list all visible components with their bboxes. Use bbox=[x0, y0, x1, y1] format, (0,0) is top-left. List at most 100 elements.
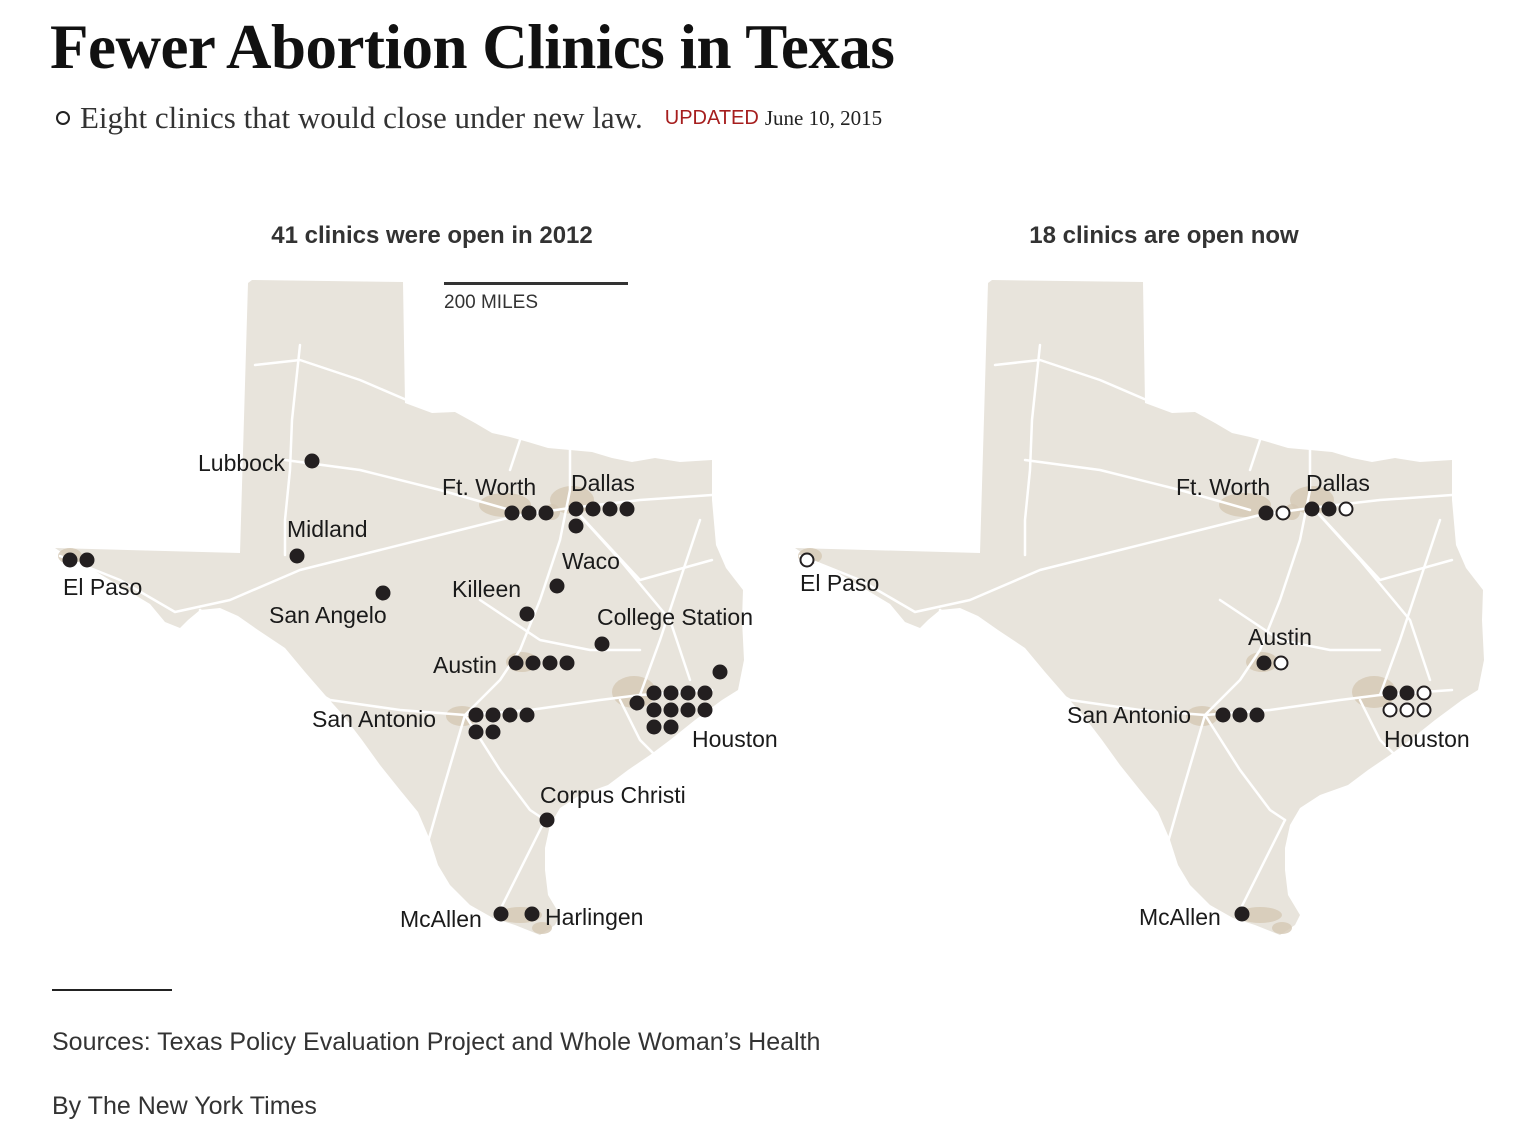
open-clinic-marker bbox=[504, 505, 520, 521]
open-clinic-marker bbox=[663, 702, 679, 718]
open-clinic-marker bbox=[1249, 707, 1265, 723]
open-clinic-marker bbox=[519, 606, 535, 622]
open-clinic-marker bbox=[1232, 707, 1248, 723]
open-clinic-marker bbox=[62, 552, 78, 568]
open-clinic-marker bbox=[538, 505, 554, 521]
highway bbox=[638, 518, 702, 697]
open-clinic-marker bbox=[468, 724, 484, 740]
city-label: Ft. Worth bbox=[442, 474, 536, 500]
texas-outline bbox=[55, 280, 744, 935]
city-san-antonio: San Antonio bbox=[312, 706, 535, 740]
open-clinic-marker bbox=[493, 906, 509, 922]
highway bbox=[508, 438, 522, 472]
highway bbox=[1218, 598, 1382, 652]
city-dallas: Dallas bbox=[1304, 470, 1370, 517]
open-clinic-marker bbox=[1234, 906, 1250, 922]
open-clinic-marker bbox=[524, 906, 540, 922]
open-clinic-marker bbox=[712, 664, 728, 680]
city-label: Austin bbox=[1248, 624, 1312, 650]
footer-rule bbox=[52, 989, 172, 991]
closing-clinic-marker bbox=[799, 552, 815, 568]
closing-clinic-marker bbox=[1416, 702, 1432, 718]
open-clinic-marker bbox=[697, 685, 713, 701]
highway bbox=[1248, 438, 1262, 472]
map-title-now: 18 clinics are open now bbox=[1029, 222, 1299, 249]
highway bbox=[418, 713, 467, 922]
open-clinic-marker bbox=[1321, 501, 1337, 517]
highway bbox=[1203, 713, 1287, 822]
city-houston: Houston bbox=[629, 664, 778, 752]
texas-outline bbox=[795, 280, 1484, 935]
highway bbox=[993, 358, 1172, 412]
city-label: San Antonio bbox=[312, 706, 436, 732]
highway bbox=[938, 608, 1207, 717]
open-clinic-marker bbox=[663, 719, 679, 735]
open-clinic-marker bbox=[289, 548, 305, 564]
legend-text: Eight clinics that would close under new… bbox=[80, 100, 643, 135]
map-title-2012: 41 clinics were open in 2012 bbox=[271, 222, 593, 249]
city-label: Killeen bbox=[452, 576, 521, 602]
highway bbox=[573, 508, 714, 582]
highway bbox=[1023, 458, 1252, 512]
city-label: McAllen bbox=[1139, 904, 1221, 930]
headline: Fewer Abortion Clinics in Texas bbox=[50, 12, 895, 82]
open-clinic-marker bbox=[1215, 707, 1231, 723]
closing-clinic-marker bbox=[1416, 685, 1432, 701]
highway bbox=[463, 713, 547, 822]
updated-date: June 10, 2015 bbox=[764, 105, 883, 130]
byline: By The New York Times bbox=[52, 1092, 317, 1120]
highway bbox=[463, 443, 572, 717]
open-clinic-marker bbox=[485, 707, 501, 723]
open-circle-icon bbox=[56, 111, 70, 125]
open-clinic-marker bbox=[663, 685, 679, 701]
open-clinic-marker bbox=[697, 702, 713, 718]
open-clinic-marker bbox=[585, 501, 601, 517]
open-clinic-marker bbox=[1258, 505, 1274, 521]
open-clinic-marker bbox=[629, 695, 645, 711]
city-label: Dallas bbox=[571, 470, 635, 496]
base-map bbox=[795, 280, 1484, 935]
open-clinic-marker bbox=[646, 702, 662, 718]
subhead: Eight clinics that would close under new… bbox=[52, 96, 882, 140]
open-clinic-marker bbox=[542, 655, 558, 671]
open-clinic-marker bbox=[525, 655, 541, 671]
closing-clinic-marker bbox=[1382, 702, 1398, 718]
city-killeen: Killeen bbox=[452, 576, 535, 622]
open-clinic-marker bbox=[79, 552, 95, 568]
open-clinic-marker bbox=[1304, 501, 1320, 517]
city-label: El Paso bbox=[800, 570, 879, 596]
city-houston: Houston bbox=[1382, 685, 1470, 752]
open-clinic-marker bbox=[519, 707, 535, 723]
city-midland: Midland bbox=[287, 516, 368, 564]
open-clinic-marker bbox=[508, 655, 524, 671]
texas-map-now: Ft. Worth Dallas El Paso Austin San Antonio H… bbox=[795, 280, 1484, 935]
city-label: Waco bbox=[562, 548, 620, 574]
city-ft-worth: Ft. Worth bbox=[442, 474, 554, 521]
city-san-angelo: San Angelo bbox=[269, 585, 391, 628]
city-lubbock: Lubbock bbox=[198, 450, 320, 476]
open-clinic-marker bbox=[568, 501, 584, 517]
closing-clinic-marker bbox=[1275, 505, 1291, 521]
highway bbox=[478, 598, 642, 652]
texas-map-2012: Lubbock Midland El Paso San Angelo Ft. Worth… bbox=[55, 280, 778, 935]
open-clinic-marker bbox=[549, 578, 565, 594]
city-el-paso: El Paso bbox=[62, 552, 142, 600]
highway bbox=[1313, 508, 1454, 582]
open-clinic-marker bbox=[646, 685, 662, 701]
open-clinic-marker bbox=[680, 702, 696, 718]
highway bbox=[198, 608, 467, 717]
closing-clinic-marker bbox=[1273, 655, 1289, 671]
updated-label: UPDATED bbox=[664, 106, 759, 129]
city-mcallen: McAllen bbox=[1139, 904, 1250, 930]
urban-area bbox=[1219, 493, 1271, 517]
open-clinic-marker bbox=[619, 501, 635, 517]
city-waco: Waco bbox=[549, 548, 620, 594]
highway bbox=[618, 698, 662, 762]
closing-clinic-marker bbox=[1338, 501, 1354, 517]
urban-area bbox=[1272, 922, 1292, 934]
city-austin: Austin bbox=[433, 652, 575, 678]
highway bbox=[1358, 698, 1402, 762]
city-label: Corpus Christi bbox=[540, 782, 686, 808]
open-clinic-marker bbox=[646, 719, 662, 735]
open-clinic-marker bbox=[375, 585, 391, 601]
